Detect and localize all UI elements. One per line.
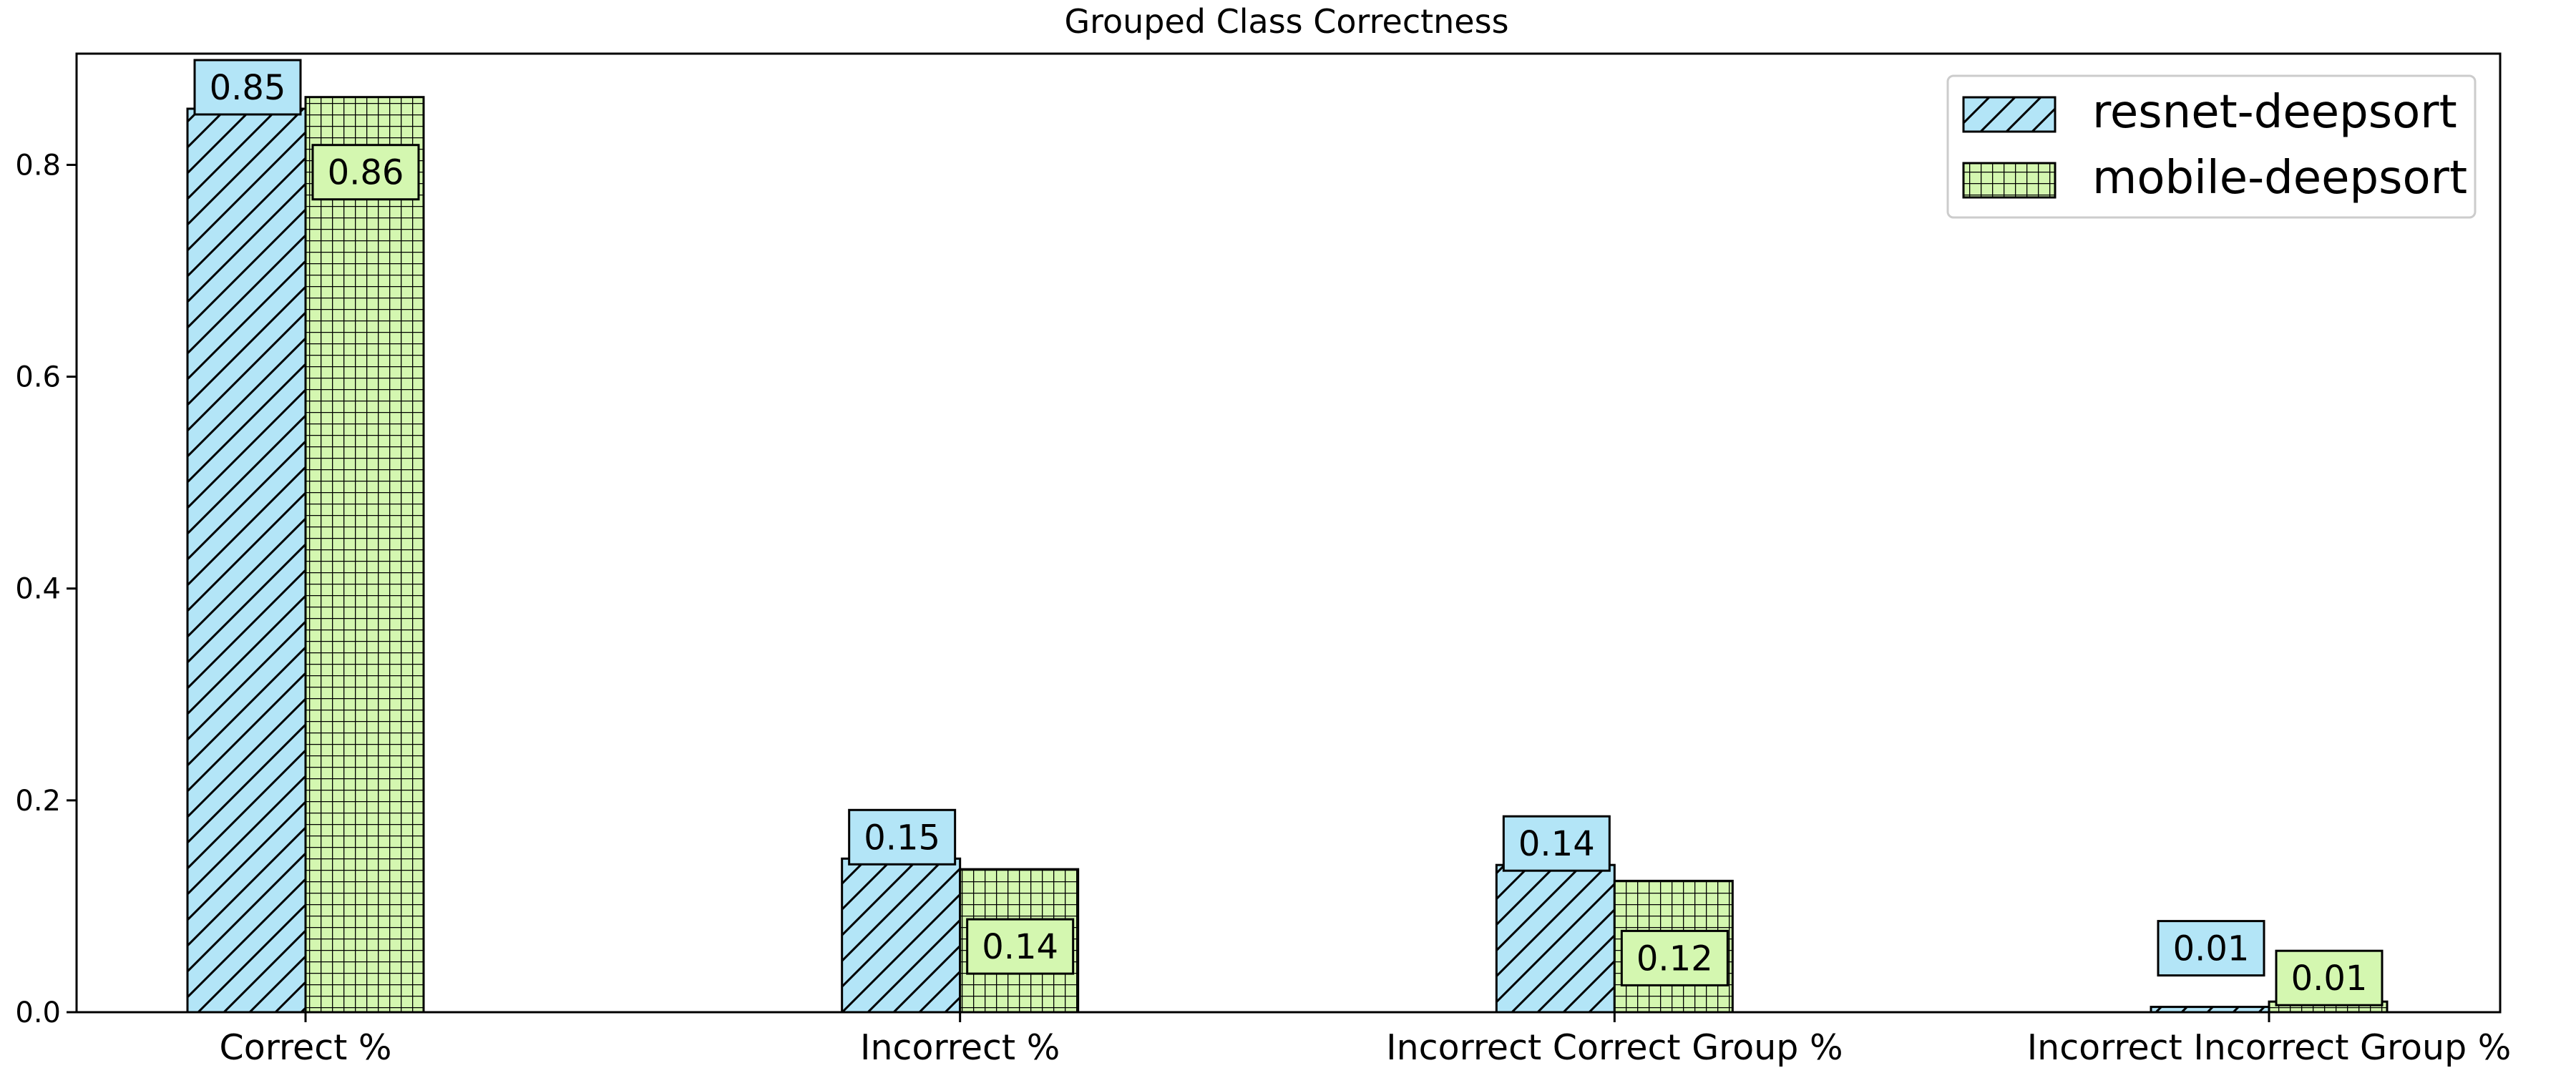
x-tick-label: Incorrect Incorrect Group % [2027, 1027, 2512, 1068]
data-label-resnet-deepsort-2: 0.15 [848, 808, 957, 866]
data-label-text: 0.85 [210, 68, 286, 108]
chart-title: Grouped Class Correctness [1064, 2, 1508, 41]
data-label-text: 0.01 [2291, 959, 2368, 999]
data-labels-layer: 0.85 0.86 0.15 0.14 0.14 0.12 0.01 0.01 [193, 59, 2384, 1006]
data-label-text: 0.01 [2173, 929, 2250, 969]
data-label-box [2275, 949, 2384, 1006]
bar-resnet-deepsort-3 [1495, 863, 1616, 1014]
legend-label: mobile-deepsort [2092, 152, 2467, 205]
x-tick-label: Incorrect % [860, 1027, 1060, 1068]
data-label-mobile-deepsort-1: 0.86 [311, 144, 420, 201]
bar-hatch [1495, 863, 1616, 1014]
x-tick-label: Incorrect Correct Group % [1386, 1027, 1843, 1068]
data-label-box [966, 918, 1075, 975]
y-tick-label: 0.8 [15, 149, 61, 182]
data-label-box [848, 808, 957, 866]
x-tick-label: Correct % [220, 1027, 392, 1068]
y-tick-label: 0.0 [15, 996, 61, 1029]
legend-label: resnet-deepsort [2092, 86, 2457, 139]
data-label-mobile-deepsort-2: 0.14 [966, 918, 1075, 975]
y-tick-label: 0.6 [15, 361, 61, 394]
bar-resnet-deepsort-2 [841, 857, 962, 1014]
y-tick-label: 0.2 [15, 785, 61, 818]
axes-layer: Correct % Incorrect % Incorrect Correct Gr… [15, 149, 2511, 1068]
data-label-text: 0.14 [982, 927, 1058, 967]
data-label-text: 0.14 [1518, 824, 1595, 864]
legend-entry-mobile-deepsort: mobile-deepsort [1962, 152, 2467, 205]
legend: resnet-deepsort mobile-deepsort [1946, 74, 2477, 219]
data-label-mobile-deepsort-4: 0.01 [2275, 949, 2384, 1006]
data-label-text: 0.86 [328, 153, 404, 193]
bar-hatch [186, 107, 307, 1014]
data-label-text: 0.12 [1636, 939, 1713, 979]
bar-hatch [841, 857, 962, 1014]
data-label-box [2157, 920, 2265, 977]
data-label-resnet-deepsort-1: 0.85 [193, 59, 302, 116]
bar-resnet-deepsort-1 [186, 107, 307, 1014]
data-label-box [1502, 815, 1611, 872]
data-label-resnet-deepsort-4: 0.01 [2157, 920, 2265, 977]
bar-hatch [304, 96, 425, 1014]
legend-swatch [1962, 96, 2057, 133]
y-tick-label: 0.4 [15, 573, 61, 606]
data-label-mobile-deepsort-3: 0.12 [1620, 929, 1729, 986]
data-label-box [1620, 929, 1729, 986]
legend-frame [1946, 74, 2477, 219]
legend-swatch [1962, 162, 2057, 199]
plot-frame [75, 52, 2502, 1014]
data-label-text: 0.15 [864, 818, 940, 858]
bar-mobile-deepsort-1 [304, 96, 425, 1014]
bars-layer [186, 96, 2389, 1014]
legend-entry-resnet-deepsort: resnet-deepsort [1962, 86, 2457, 139]
data-label-resnet-deepsort-3: 0.14 [1502, 815, 1611, 872]
data-label-box [311, 144, 420, 201]
data-label-box [193, 59, 302, 116]
